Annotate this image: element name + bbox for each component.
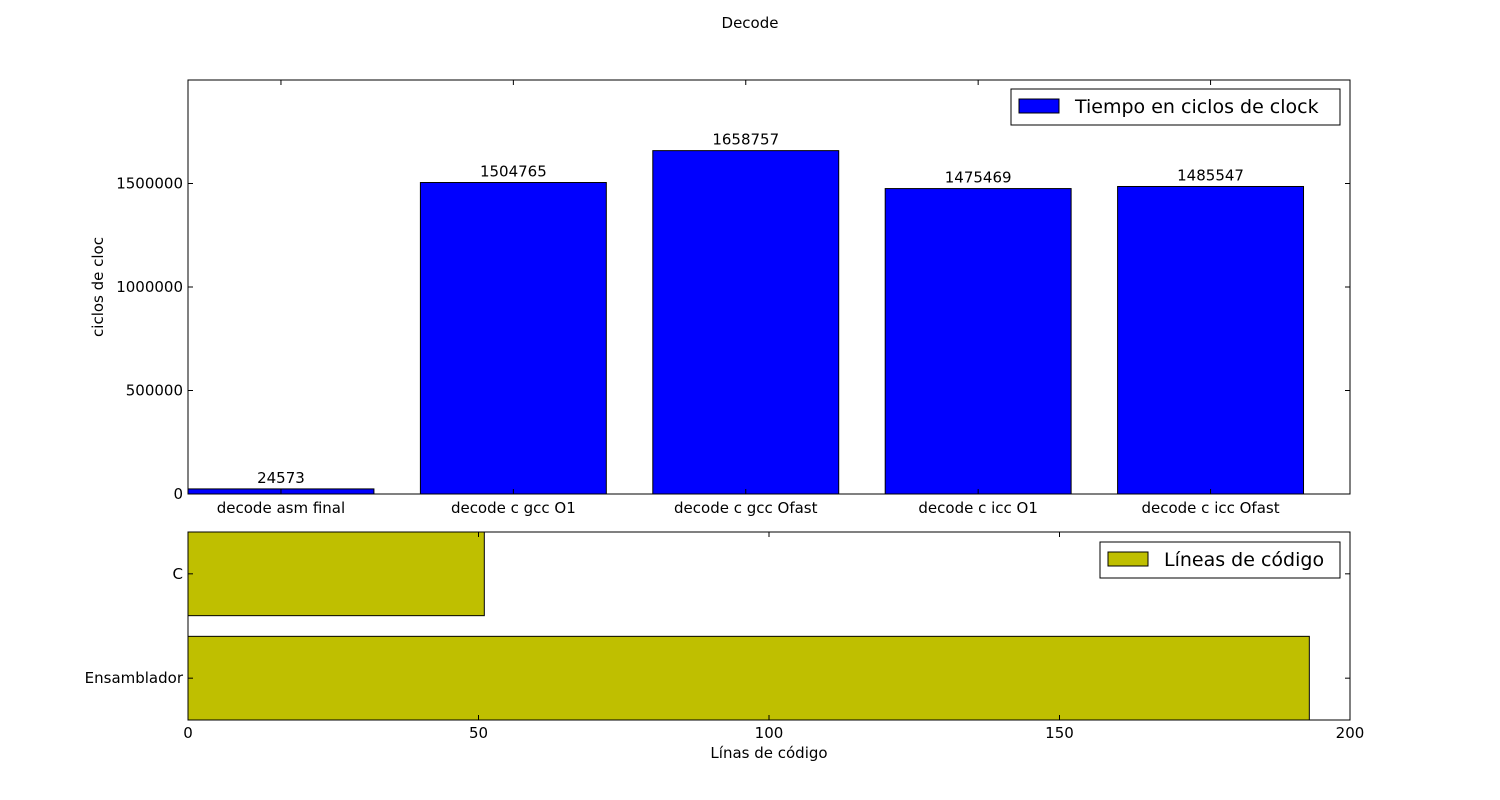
cycles-data-labels: 24573 1504765 1658757 1475469 1485547	[257, 131, 1244, 487]
lines-bars	[187, 531, 1310, 721]
cycles-data-label: 1504765	[480, 163, 547, 181]
cycles-bar	[884, 188, 1072, 495]
lines-y-tick-label: C	[173, 565, 183, 583]
lines-x-tick-label: 50	[469, 724, 488, 742]
lines-x-axis: 0 50 100 150 200	[183, 532, 1364, 742]
cycles-data-label: 1475469	[945, 169, 1012, 187]
cycles-legend: Tiempo en ciclos de clock	[1010, 88, 1341, 126]
cycles-bar	[652, 150, 840, 495]
cycles-x-tick-label: decode c icc O1	[918, 499, 1038, 517]
cycles-legend-swatch	[1018, 98, 1060, 114]
lines-legend-label: Líneas de código	[1164, 549, 1324, 571]
cycles-y-tick-label: 0	[173, 485, 183, 503]
lines-y-tick-label: Ensamblador	[85, 669, 184, 687]
figure-title: Decode	[722, 14, 779, 32]
cycles-bar	[1117, 185, 1305, 495]
cycles-y-tick-label: 1500000	[116, 175, 183, 193]
cycles-data-label: 1485547	[1177, 166, 1244, 184]
lines-x-axis-label: Línas de código	[710, 744, 827, 762]
lines-chart: C Ensamblador 0 50 100 150 200 Línas de códig…	[85, 531, 1364, 762]
cycles-x-tick-label: decode c gcc Ofast	[674, 499, 818, 517]
cycles-bars	[187, 150, 1305, 495]
cycles-y-tick-label: 500000	[126, 382, 183, 400]
cycles-x-tick-label: decode c icc Ofast	[1141, 499, 1279, 517]
cycles-legend-box	[1010, 88, 1341, 126]
cycles-y-axis-label: ciclos de cloc	[89, 237, 107, 337]
lines-bar	[187, 635, 1310, 721]
cycles-y-tick-label: 1000000	[116, 278, 183, 296]
lines-x-tick-label: 200	[1336, 724, 1365, 742]
lines-x-tick-label: 100	[755, 724, 784, 742]
lines-y-axis: C Ensamblador	[85, 565, 1350, 687]
cycles-data-label: 1658757	[712, 131, 779, 149]
lines-legend-swatch	[1107, 551, 1149, 567]
cycles-data-label: 24573	[257, 469, 305, 487]
cycles-x-tick-label: decode asm final	[217, 499, 345, 517]
lines-legend: Líneas de código	[1099, 541, 1341, 579]
lines-x-tick-label: 150	[1045, 724, 1074, 742]
lines-x-tick-label: 0	[183, 724, 193, 742]
cycles-x-axis: decode asm final decode c gcc O1 decode c …	[217, 80, 1280, 517]
lines-bar	[187, 531, 485, 617]
cycles-bar	[419, 182, 607, 495]
cycles-chart: 24573 1504765 1658757 1475469 1485547 0 50000…	[89, 79, 1351, 517]
cycles-y-axis: 0 500000 1000000 1500000	[116, 175, 1350, 503]
cycles-legend-label: Tiempo en ciclos de clock	[1074, 96, 1319, 118]
cycles-x-tick-label: decode c gcc O1	[451, 499, 576, 517]
